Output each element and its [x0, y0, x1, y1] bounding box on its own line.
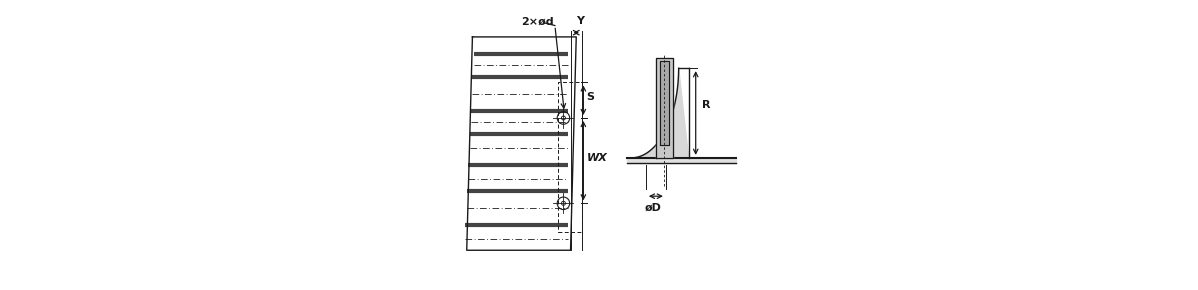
Text: Y: Y	[576, 16, 585, 26]
Text: 2×ød: 2×ød	[521, 16, 555, 26]
Text: R: R	[702, 100, 710, 110]
Polygon shape	[660, 61, 668, 145]
Polygon shape	[631, 68, 689, 158]
Text: S: S	[586, 92, 594, 102]
Text: WX: WX	[587, 153, 607, 163]
Polygon shape	[655, 58, 673, 158]
Text: øD: øD	[645, 203, 661, 213]
